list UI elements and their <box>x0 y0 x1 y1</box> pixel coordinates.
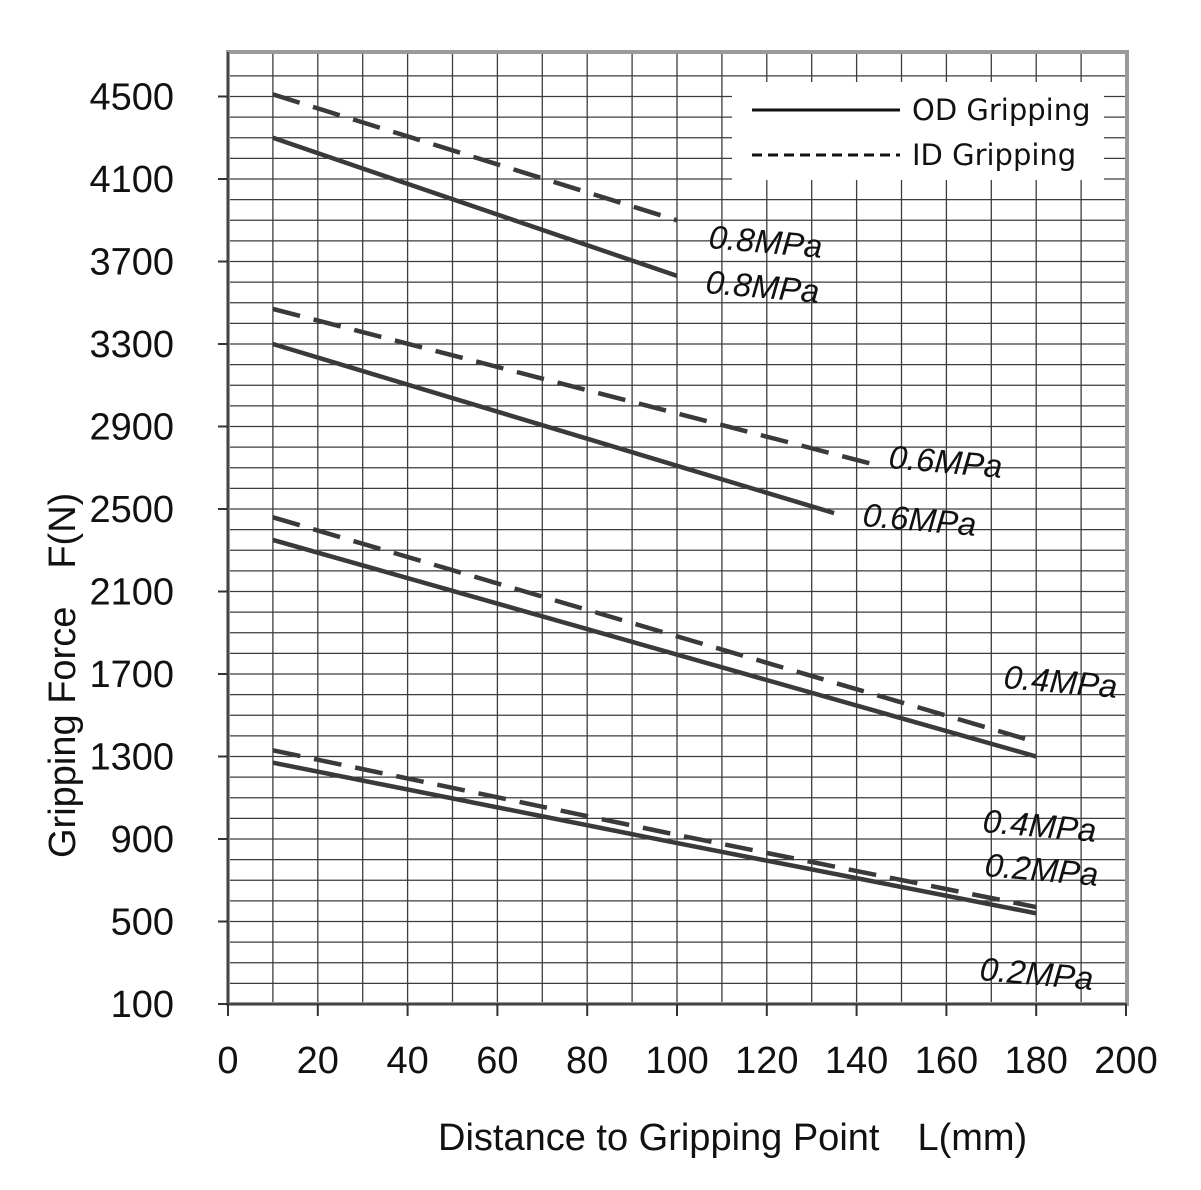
series-lines <box>272 92 1037 916</box>
y-tick-label: 1300 <box>89 737 174 779</box>
x-tick-label: 80 <box>566 1040 608 1082</box>
legend-id-label: ID Gripping <box>912 138 1076 172</box>
x-axis-title: Distance to Gripping Point L(mm) <box>438 1117 1027 1159</box>
y-tick-label: 1700 <box>89 654 174 696</box>
y-tick-label: 2900 <box>89 407 174 449</box>
x-tick-label: 140 <box>825 1040 888 1082</box>
y-tick-label: 100 <box>111 984 174 1026</box>
grid <box>228 52 1127 1004</box>
x-tick-label: 120 <box>735 1040 798 1082</box>
x-tick-label: 0 <box>217 1040 238 1082</box>
y-tick-label: 4100 <box>89 159 174 201</box>
x-tick-label: 100 <box>645 1040 708 1082</box>
x-tick-label: 40 <box>386 1040 428 1082</box>
x-tick-label: 160 <box>915 1040 978 1082</box>
y-axis-title: Gripping Force F(N) <box>42 493 84 858</box>
series-line-2 <box>272 306 880 468</box>
y-tick-label: 3300 <box>89 324 174 366</box>
y-tick-label: 500 <box>111 902 174 944</box>
x-tick-label: 20 <box>297 1040 339 1082</box>
y-tick-label: 2500 <box>89 489 174 531</box>
y-tick-label: 3700 <box>89 242 174 284</box>
series-line-3 <box>272 341 835 516</box>
y-axis-ticks: 100 500 900 1300 1700 2100 2500 2900 3300 3700 410… <box>89 77 228 1026</box>
y-tick-label: 900 <box>111 819 174 861</box>
series-line-5 <box>272 537 1037 759</box>
series-line-1 <box>272 135 678 279</box>
legend-od-label: OD Gripping <box>912 93 1091 127</box>
series-line-6 <box>272 748 1037 910</box>
legend: OD Gripping ID Gripping <box>732 82 1104 180</box>
series-line-0 <box>272 92 678 223</box>
series-line-7 <box>272 760 1037 916</box>
x-axis-ticks: 0 20 40 60 80 100 120 140 160 180 200 <box>217 1004 1158 1082</box>
x-tick-label: 60 <box>476 1040 518 1082</box>
series-line-4 <box>272 515 1037 745</box>
y-tick-label: 4500 <box>89 77 174 119</box>
x-tick-label: 180 <box>1004 1040 1067 1082</box>
y-tick-label: 2100 <box>89 572 174 614</box>
legend-box <box>732 82 1104 180</box>
x-tick-label: 200 <box>1094 1040 1157 1082</box>
